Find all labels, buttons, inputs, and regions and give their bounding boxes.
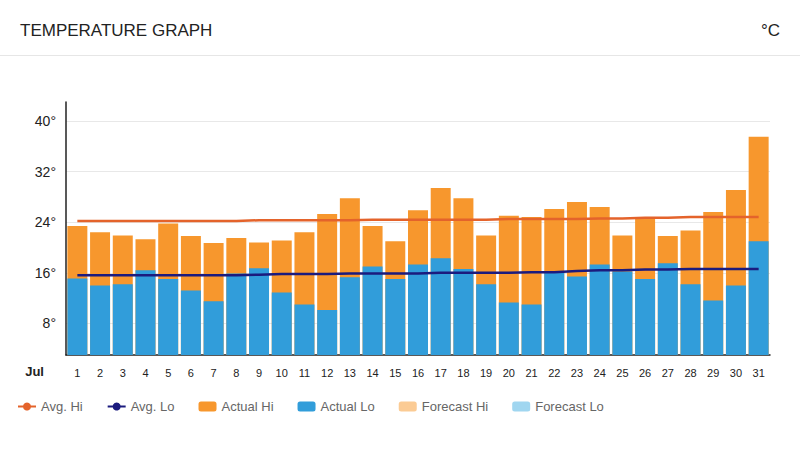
svg-text:6: 6	[188, 367, 194, 379]
svg-text:Forecast Lo: Forecast Lo	[535, 399, 604, 414]
svg-text:3: 3	[120, 367, 126, 379]
svg-text:16°: 16°	[35, 265, 56, 281]
svg-text:5: 5	[165, 367, 171, 379]
svg-text:23: 23	[571, 367, 583, 379]
svg-text:26: 26	[639, 367, 651, 379]
svg-text:Jul: Jul	[25, 364, 44, 379]
svg-text:8: 8	[233, 367, 239, 379]
svg-text:13: 13	[344, 367, 356, 379]
svg-text:2: 2	[97, 367, 103, 379]
svg-text:31: 31	[753, 367, 765, 379]
svg-text:27: 27	[662, 367, 674, 379]
svg-text:4: 4	[142, 367, 148, 379]
svg-text:Actual Hi: Actual Hi	[222, 399, 274, 414]
svg-text:TEMPERATURE GRAPH: TEMPERATURE GRAPH	[20, 21, 212, 40]
svg-text:17: 17	[435, 367, 447, 379]
svg-text:16: 16	[412, 367, 424, 379]
svg-text:°C: °C	[761, 21, 780, 40]
svg-text:7: 7	[211, 367, 217, 379]
svg-text:14: 14	[366, 367, 378, 379]
svg-text:Avg. Hi: Avg. Hi	[41, 399, 83, 414]
svg-text:21: 21	[525, 367, 537, 379]
svg-text:8°: 8°	[43, 315, 56, 331]
svg-text:12: 12	[321, 367, 333, 379]
svg-text:15: 15	[389, 367, 401, 379]
svg-text:Actual Lo: Actual Lo	[321, 399, 375, 414]
svg-text:32°: 32°	[35, 164, 56, 180]
svg-text:29: 29	[707, 367, 719, 379]
svg-text:22: 22	[548, 367, 560, 379]
svg-text:30: 30	[730, 367, 742, 379]
svg-text:9: 9	[256, 367, 262, 379]
svg-text:10: 10	[276, 367, 288, 379]
svg-text:28: 28	[684, 367, 696, 379]
svg-text:11: 11	[299, 367, 310, 379]
svg-text:1: 1	[74, 367, 80, 379]
svg-text:Avg. Lo: Avg. Lo	[131, 399, 175, 414]
svg-text:19: 19	[480, 367, 492, 379]
svg-text:40°: 40°	[35, 113, 56, 129]
svg-text:24: 24	[594, 367, 606, 379]
svg-text:Forecast Hi: Forecast Hi	[422, 399, 489, 414]
svg-text:24°: 24°	[35, 214, 56, 230]
svg-text:18: 18	[457, 367, 469, 379]
svg-text:20: 20	[503, 367, 515, 379]
svg-text:25: 25	[616, 367, 628, 379]
